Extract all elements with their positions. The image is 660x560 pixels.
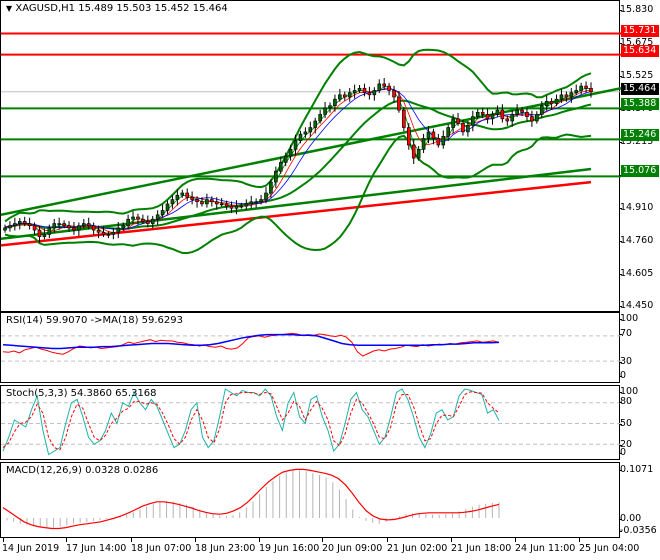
macd-axis: 0.1071 0.00 -0.0356 (618, 462, 660, 538)
collapse-triangle-icon[interactable]: ▼ (6, 4, 13, 13)
time-label: 19 Jun 16:00 (259, 543, 320, 554)
macd-tick: 0.1071 (618, 464, 654, 475)
macd-tick: 0.00 (618, 513, 642, 524)
price-tick: 14.605 (618, 268, 654, 279)
stoch-tick: 0 (618, 447, 627, 458)
price-tick: 15.675 (618, 37, 654, 48)
macd-title: MACD(12,26,9) 0.0328 0.0286 (6, 465, 159, 476)
stoch-tick: 20 (618, 439, 633, 450)
stochastic-panel[interactable]: Stoch(5,3,3) 54.3860 65.3168 (0, 385, 621, 460)
time-label: 20 Jun 09:00 (322, 543, 383, 554)
time-label: 18 Jun 23:00 (195, 543, 256, 554)
time-axis: 14 Jun 2019 17 Jun 14:00 18 Jun 07:00 18… (0, 538, 639, 560)
level-tag-resistance-1: 15.634 (621, 45, 659, 57)
rsi-plot (1, 332, 621, 362)
rsi-axis: 100 70 30 0 (618, 312, 660, 383)
price-tick: 15.215 (618, 136, 654, 147)
time-label: 17 Jun 14:00 (66, 543, 127, 554)
price-tick: 14.910 (618, 202, 654, 213)
current-price-tag: 15.464 (621, 83, 659, 95)
stochastic-plot (1, 388, 621, 456)
rsi-tick: 100 (618, 313, 639, 324)
time-label: 21 Jun 02:00 (387, 543, 448, 554)
level-tag-support-2: 15.246 (621, 129, 659, 141)
price-tick: 15.830 (618, 4, 654, 15)
rsi-title: RSI(14) 59.9070 ->MA(18) 59.6293 (6, 315, 183, 326)
time-label: 24 Jun 11:00 (515, 543, 576, 554)
price-tick: 14.450 (618, 300, 654, 311)
level-tag-support-1: 15.388 (621, 98, 659, 110)
stochastic-axis: 100 80 50 20 0 (618, 385, 660, 460)
rsi-tick: 0 (618, 370, 627, 381)
price-axis: 15.830 15.675 15.525 15.370 15.215 15.06… (618, 0, 660, 312)
level-tag-resistance-2: 15.731 (621, 25, 659, 37)
time-label: 18 Jun 07:00 (131, 543, 192, 554)
stoch-tick: 50 (618, 418, 633, 429)
level-tag-support-3: 15.076 (621, 165, 659, 177)
price-chart-plot (1, 32, 621, 255)
price-chart-panel[interactable]: ▼ XAGUSD,H1 15.489 15.503 15.452 15.464 (0, 0, 621, 312)
stoch-tick: 100 (618, 386, 639, 397)
stoch-tick: 80 (618, 396, 633, 407)
price-chart-title: ▼ XAGUSD,H1 15.489 15.503 15.452 15.464 (6, 3, 228, 14)
time-label: 14 Jun 2019 (2, 543, 60, 554)
time-label: 25 Jun 04:00 (579, 543, 640, 554)
rsi-tick: 70 (618, 328, 633, 339)
rsi-panel[interactable]: RSI(14) 59.9070 ->MA(18) 59.6293 (0, 312, 621, 383)
stochastic-title: Stoch(5,3,3) 54.3860 65.3168 (6, 388, 157, 399)
macd-tick: -0.0356 (619, 525, 657, 536)
rsi-tick: 30 (618, 356, 633, 367)
time-label: 21 Jun 18:00 (451, 543, 512, 554)
macd-plot (2, 468, 500, 530)
price-tick: 14.760 (618, 235, 654, 246)
price-tick: 15.525 (618, 70, 654, 81)
macd-panel[interactable]: MACD(12,26,9) 0.0328 0.0286 (0, 462, 620, 538)
